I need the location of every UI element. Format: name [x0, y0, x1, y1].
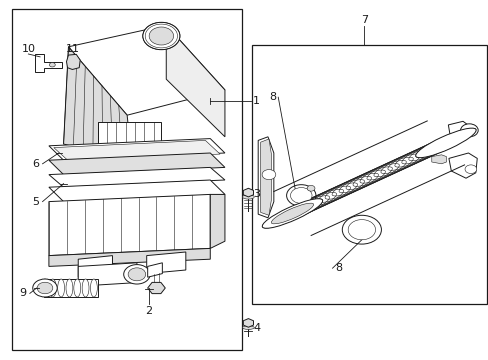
Ellipse shape	[90, 279, 97, 297]
Polygon shape	[66, 54, 80, 69]
Polygon shape	[448, 153, 476, 178]
Text: 5: 5	[32, 197, 39, 207]
Polygon shape	[49, 139, 224, 160]
Polygon shape	[98, 122, 161, 144]
Ellipse shape	[74, 279, 81, 297]
Polygon shape	[78, 256, 112, 277]
Ellipse shape	[415, 128, 475, 158]
Polygon shape	[68, 25, 224, 115]
Polygon shape	[260, 139, 271, 215]
Polygon shape	[49, 248, 210, 266]
Ellipse shape	[82, 279, 89, 297]
Ellipse shape	[49, 279, 56, 297]
Polygon shape	[78, 263, 137, 286]
Ellipse shape	[66, 279, 73, 297]
Polygon shape	[146, 252, 185, 274]
Text: 11: 11	[65, 44, 79, 54]
Circle shape	[306, 185, 314, 191]
Circle shape	[49, 63, 55, 67]
Polygon shape	[49, 180, 224, 202]
Polygon shape	[147, 282, 165, 294]
Text: 7: 7	[360, 15, 367, 25]
Ellipse shape	[242, 326, 254, 329]
Circle shape	[347, 220, 375, 240]
Circle shape	[262, 170, 275, 180]
Polygon shape	[251, 45, 486, 304]
Polygon shape	[243, 319, 253, 327]
Text: 10: 10	[21, 44, 35, 54]
Text: 1: 1	[253, 96, 260, 106]
Circle shape	[149, 27, 173, 45]
Text: 6: 6	[32, 159, 39, 169]
Ellipse shape	[41, 279, 48, 297]
Polygon shape	[431, 155, 446, 164]
Polygon shape	[147, 263, 162, 277]
Polygon shape	[44, 279, 98, 297]
Text: 8: 8	[334, 263, 341, 273]
Polygon shape	[35, 54, 62, 72]
Circle shape	[33, 279, 57, 297]
Polygon shape	[54, 140, 220, 161]
Text: 3: 3	[253, 189, 260, 199]
Ellipse shape	[271, 203, 313, 224]
Text: 2: 2	[145, 306, 152, 316]
Circle shape	[464, 165, 476, 174]
Polygon shape	[258, 137, 273, 218]
Polygon shape	[12, 9, 242, 350]
Polygon shape	[49, 194, 210, 256]
Polygon shape	[49, 167, 224, 187]
Circle shape	[460, 124, 477, 137]
Ellipse shape	[262, 199, 322, 228]
Circle shape	[123, 265, 150, 284]
Ellipse shape	[58, 279, 64, 297]
Polygon shape	[49, 153, 224, 175]
Text: 8: 8	[268, 92, 275, 102]
Polygon shape	[447, 121, 472, 139]
Text: 4: 4	[253, 323, 260, 333]
Circle shape	[37, 282, 53, 294]
Circle shape	[128, 268, 145, 281]
Ellipse shape	[242, 195, 254, 199]
Circle shape	[142, 22, 180, 50]
Polygon shape	[63, 47, 132, 162]
Circle shape	[290, 188, 311, 203]
Polygon shape	[243, 188, 253, 197]
Polygon shape	[210, 194, 224, 248]
Text: 9: 9	[20, 288, 26, 298]
Polygon shape	[166, 25, 224, 137]
